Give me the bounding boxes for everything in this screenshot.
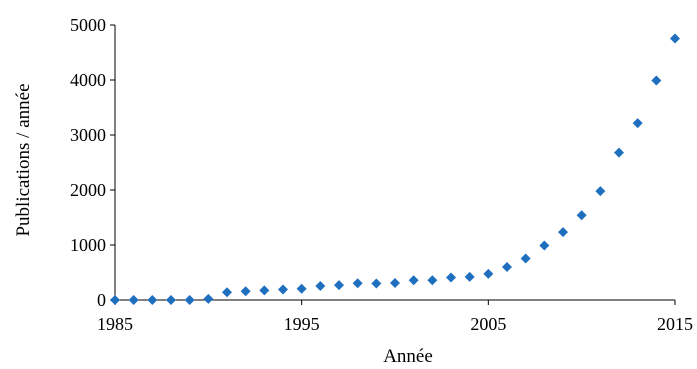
data-point	[483, 268, 494, 279]
y-axis-title: Publications / année	[13, 83, 34, 236]
data-point	[352, 278, 363, 289]
y-tick-label: 3000	[70, 125, 106, 145]
x-tick-label: 1995	[284, 314, 320, 334]
x-axis-ticks: 1985 1995 2005 2015	[97, 300, 693, 334]
plot-area: 0 1000 2000 3000 4000 5000 1985 1995 2005 2015	[70, 15, 693, 334]
x-tick-label: 1985	[97, 314, 133, 334]
data-point	[203, 293, 214, 304]
data-point	[446, 272, 456, 283]
y-tick-label: 2000	[70, 180, 106, 200]
data-point	[110, 295, 120, 305]
data-point	[632, 118, 643, 129]
data-series	[110, 33, 680, 305]
data-point	[315, 280, 326, 291]
data-point	[539, 240, 550, 251]
data-point	[147, 295, 158, 305]
data-point	[614, 147, 624, 158]
y-tick-label: 5000	[70, 15, 106, 35]
data-point	[296, 283, 307, 294]
data-point	[278, 284, 288, 295]
data-point	[464, 271, 475, 282]
data-point	[651, 75, 662, 86]
x-axis-title: Année	[383, 346, 433, 367]
data-point	[520, 253, 531, 264]
y-tick-label: 1000	[70, 235, 106, 255]
x-tick-label: 2005	[470, 314, 506, 334]
data-point	[334, 280, 344, 291]
data-point	[259, 285, 270, 296]
y-axis-ticks: 0 1000 2000 3000 4000 5000	[70, 15, 115, 310]
data-point	[502, 262, 512, 272]
data-point	[595, 186, 606, 197]
data-point	[166, 295, 176, 305]
data-point	[558, 227, 568, 238]
data-point	[427, 275, 438, 286]
data-point	[184, 295, 195, 305]
x-tick-label: 2015	[657, 314, 693, 334]
data-point	[390, 277, 400, 288]
y-tick-label: 4000	[70, 70, 106, 90]
data-point	[128, 295, 139, 305]
data-point	[371, 278, 382, 289]
data-point	[222, 287, 232, 298]
y-tick-label: 0	[97, 290, 106, 310]
data-point	[670, 33, 680, 44]
data-point	[576, 210, 587, 221]
data-point	[408, 275, 419, 286]
data-point	[240, 286, 251, 297]
